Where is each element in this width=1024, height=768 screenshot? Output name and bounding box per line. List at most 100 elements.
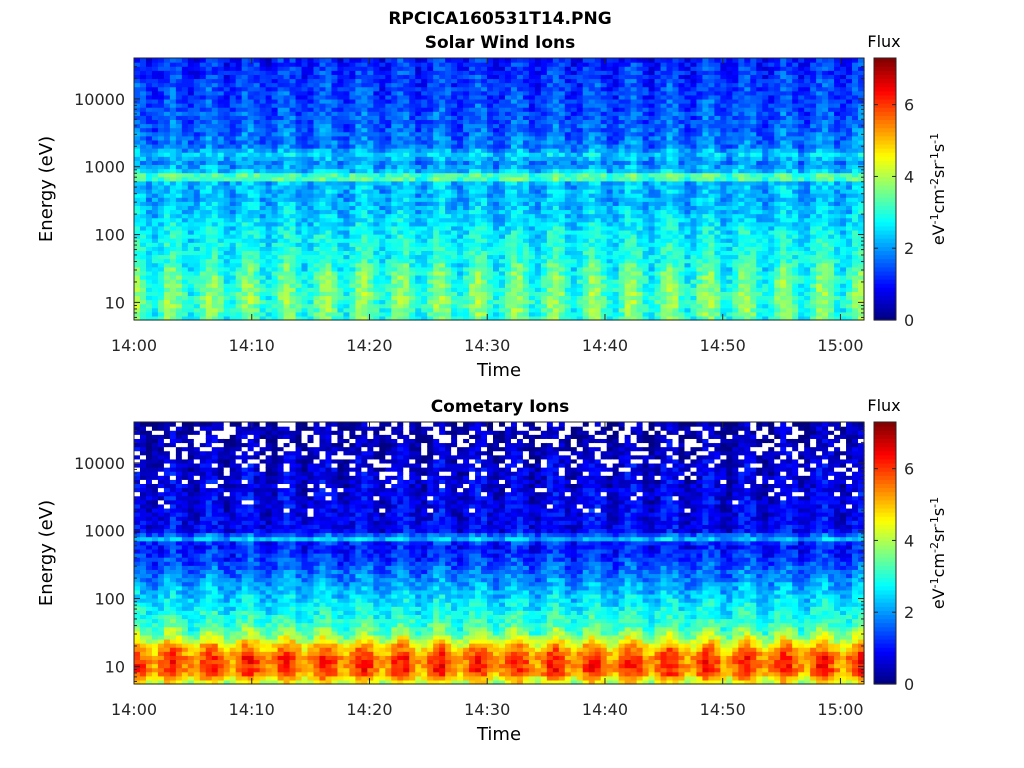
heatmap-cell: [313, 98, 321, 104]
heatmap-cell: [391, 303, 398, 309]
heatmap-cell: [397, 58, 404, 63]
heatmap-cell: [313, 70, 321, 75]
heatmap-cell: [139, 283, 147, 288]
heatmap-cell: [552, 103, 560, 108]
heatmap-cell: [139, 266, 147, 272]
heatmap-cell: [516, 58, 524, 63]
heatmap-cell: [540, 250, 548, 256]
heatmap-cell: [463, 291, 470, 297]
heatmap-cell: [223, 270, 231, 276]
heatmap-cell: [313, 143, 321, 149]
heatmap-cell: [157, 291, 165, 297]
heatmap-cell: [582, 98, 590, 104]
heatmap-cell: [522, 246, 530, 251]
heatmap-cell: [139, 287, 147, 292]
heatmap-cell: [134, 111, 141, 116]
heatmap-cell: [343, 266, 351, 272]
heatmap-cell: [469, 217, 476, 223]
heatmap-cell: [373, 291, 380, 297]
heatmap-cell: [301, 119, 309, 125]
heatmap-cell: [427, 234, 434, 239]
heatmap-cell: [169, 250, 177, 256]
heatmap-cell: [199, 217, 207, 223]
heatmap-cell: [337, 242, 345, 247]
heatmap-cell: [271, 311, 279, 317]
heatmap-cell: [403, 229, 410, 235]
heatmap-cell: [546, 131, 554, 137]
heatmap-cell: [528, 168, 536, 174]
heatmap-cell: [361, 205, 368, 211]
heatmap-cell: [373, 74, 380, 80]
heatmap-cell: [493, 193, 500, 198]
heatmap-cell: [499, 160, 506, 166]
heatmap-cell: [385, 152, 392, 157]
heatmap-cell: [546, 197, 554, 202]
heatmap-cell: [211, 164, 219, 170]
heatmap-cell: [307, 172, 315, 178]
heatmap-cell: [457, 94, 464, 100]
heatmap-cell: [528, 78, 536, 84]
heatmap-cell: [235, 254, 243, 260]
heatmap-cell: [552, 262, 560, 268]
heatmap-cell: [343, 111, 351, 116]
heatmap-cell: [403, 90, 410, 96]
heatmap-cell: [558, 229, 566, 235]
heatmap-cell: [493, 229, 500, 235]
heatmap-cell: [564, 254, 572, 260]
heatmap-cell: [552, 221, 560, 227]
heatmap-cell: [403, 172, 410, 178]
heatmap-cell: [379, 135, 386, 141]
heatmap-cell: [325, 283, 333, 288]
heatmap-cell: [289, 274, 297, 280]
heatmap-cell: [289, 266, 297, 272]
heatmap-cell: [331, 254, 339, 260]
heatmap-cell: [343, 315, 351, 321]
heatmap-cell: [379, 74, 386, 80]
heatmap-cell: [271, 234, 279, 239]
heatmap-cell: [259, 229, 267, 235]
heatmap-cell: [271, 123, 279, 129]
heatmap-cell: [534, 94, 542, 100]
heatmap-cell: [301, 62, 309, 67]
heatmap-cell: [361, 287, 368, 292]
heatmap-cell: [175, 160, 183, 166]
heatmap-cell: [582, 131, 590, 137]
heatmap-cell: [516, 221, 524, 227]
heatmap-cell: [223, 311, 231, 317]
heatmap-cell: [211, 143, 219, 149]
heatmap-cell: [217, 94, 225, 100]
heatmap-cell: [325, 254, 333, 260]
heatmap-cell: [217, 217, 225, 223]
heatmap-cell: [487, 176, 494, 182]
heatmap-cell: [469, 311, 476, 317]
heatmap-cell: [199, 315, 207, 321]
heatmap-cell: [499, 152, 506, 157]
heatmap-cell: [181, 94, 189, 100]
heatmap-cell: [235, 303, 243, 309]
heatmap-cell: [463, 82, 470, 88]
heatmap-cell: [349, 180, 356, 186]
heatmap-cell: [433, 152, 440, 157]
heatmap-cell: [145, 229, 153, 235]
heatmap-cell: [594, 287, 602, 292]
heatmap-cell: [355, 164, 362, 170]
heatmap-cell: [277, 238, 285, 243]
heatmap-cell: [343, 135, 351, 141]
heatmap-cell: [349, 197, 356, 202]
heatmap-cell: [546, 242, 554, 247]
heatmap-cell: [487, 94, 494, 100]
heatmap-cell: [145, 221, 153, 227]
heatmap-cell: [534, 238, 542, 243]
heatmap-cell: [552, 205, 560, 211]
heatmap-cell: [409, 103, 416, 108]
heatmap-cell: [516, 180, 524, 186]
heatmap-cell: [331, 143, 339, 149]
heatmap-cell: [433, 291, 440, 297]
heatmap-cell: [193, 98, 201, 104]
heatmap-cell: [576, 311, 584, 317]
heatmap-cell: [421, 311, 428, 317]
heatmap-cell: [223, 107, 231, 112]
heatmap-cell: [451, 250, 458, 256]
heatmap-cell: [145, 287, 153, 292]
heatmap-cell: [421, 66, 428, 71]
